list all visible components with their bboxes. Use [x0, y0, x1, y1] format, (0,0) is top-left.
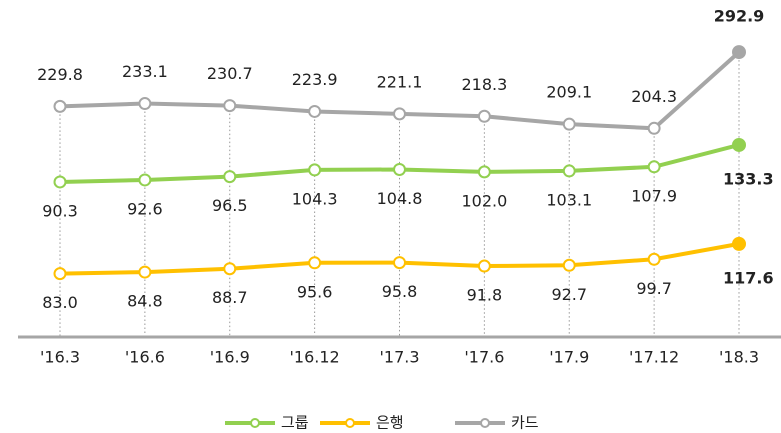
data-label: 133.3: [723, 169, 774, 188]
point: [647, 121, 661, 135]
x-tick-label: '16.3: [40, 348, 80, 367]
data-label: 209.1: [546, 83, 592, 102]
x-tick-label: '16.6: [125, 348, 165, 367]
data-label: 103.1: [546, 190, 592, 209]
data-label: 223.9: [292, 70, 338, 89]
x-tick-label: '16.12: [290, 348, 340, 367]
point: [53, 267, 67, 281]
point: [732, 45, 746, 60]
point: [477, 109, 491, 123]
legend-label: 카드: [511, 414, 539, 432]
legend-marker: [480, 418, 490, 428]
data-label: 221.1: [377, 72, 423, 91]
point: [393, 107, 406, 121]
point: [732, 137, 746, 152]
point: [308, 163, 322, 177]
data-label: 91.8: [467, 286, 503, 305]
point: [393, 256, 406, 270]
legend-marker: [345, 418, 355, 428]
x-tick-label: '17.6: [464, 348, 504, 367]
data-label: 104.8: [377, 189, 423, 208]
data-label: 92.6: [127, 199, 163, 218]
x-tick-label: '17.3: [379, 348, 419, 367]
legend-label: 그룹: [281, 414, 309, 432]
data-label: 90.3: [42, 201, 78, 220]
data-label: 99.7: [636, 279, 672, 298]
data-label: 96.5: [212, 196, 248, 215]
legend-label: 은행: [376, 414, 404, 432]
point: [647, 160, 661, 174]
data-label: 92.7: [551, 285, 587, 304]
data-label: 233.1: [122, 62, 168, 81]
data-label: 218.3: [461, 75, 507, 94]
data-label: 88.7: [212, 288, 248, 307]
data-label: 204.3: [631, 87, 677, 106]
x-tick-label: '16.9: [210, 348, 250, 367]
point: [53, 175, 67, 189]
data-label: 117.6: [723, 268, 774, 287]
point: [308, 256, 322, 270]
x-tick-label: '17.12: [629, 348, 679, 367]
point: [138, 265, 152, 279]
point: [393, 162, 406, 176]
data-label: 95.6: [297, 282, 333, 301]
point: [138, 173, 152, 187]
point: [223, 262, 237, 276]
data-label: 229.8: [37, 65, 83, 84]
point: [477, 259, 491, 273]
point: [223, 99, 237, 113]
data-label: 292.9: [714, 7, 765, 26]
legend-marker: [250, 418, 260, 428]
point: [308, 104, 322, 118]
point: [562, 164, 576, 178]
x-tick-label: '18.3: [719, 348, 759, 367]
point: [138, 97, 152, 111]
data-label: 107.9: [631, 186, 677, 205]
data-label: 84.8: [127, 292, 163, 311]
data-label: 83.0: [42, 293, 78, 312]
x-tick-label: '17.9: [549, 348, 589, 367]
data-label: 95.8: [382, 282, 418, 301]
point: [732, 236, 746, 251]
point: [223, 170, 237, 184]
point: [477, 165, 491, 179]
data-label: 102.0: [461, 191, 507, 210]
point: [53, 99, 67, 113]
data-label: 230.7: [207, 64, 253, 83]
point: [647, 252, 661, 266]
data-label: 104.3: [292, 189, 338, 208]
point: [562, 258, 576, 272]
point: [562, 117, 576, 131]
